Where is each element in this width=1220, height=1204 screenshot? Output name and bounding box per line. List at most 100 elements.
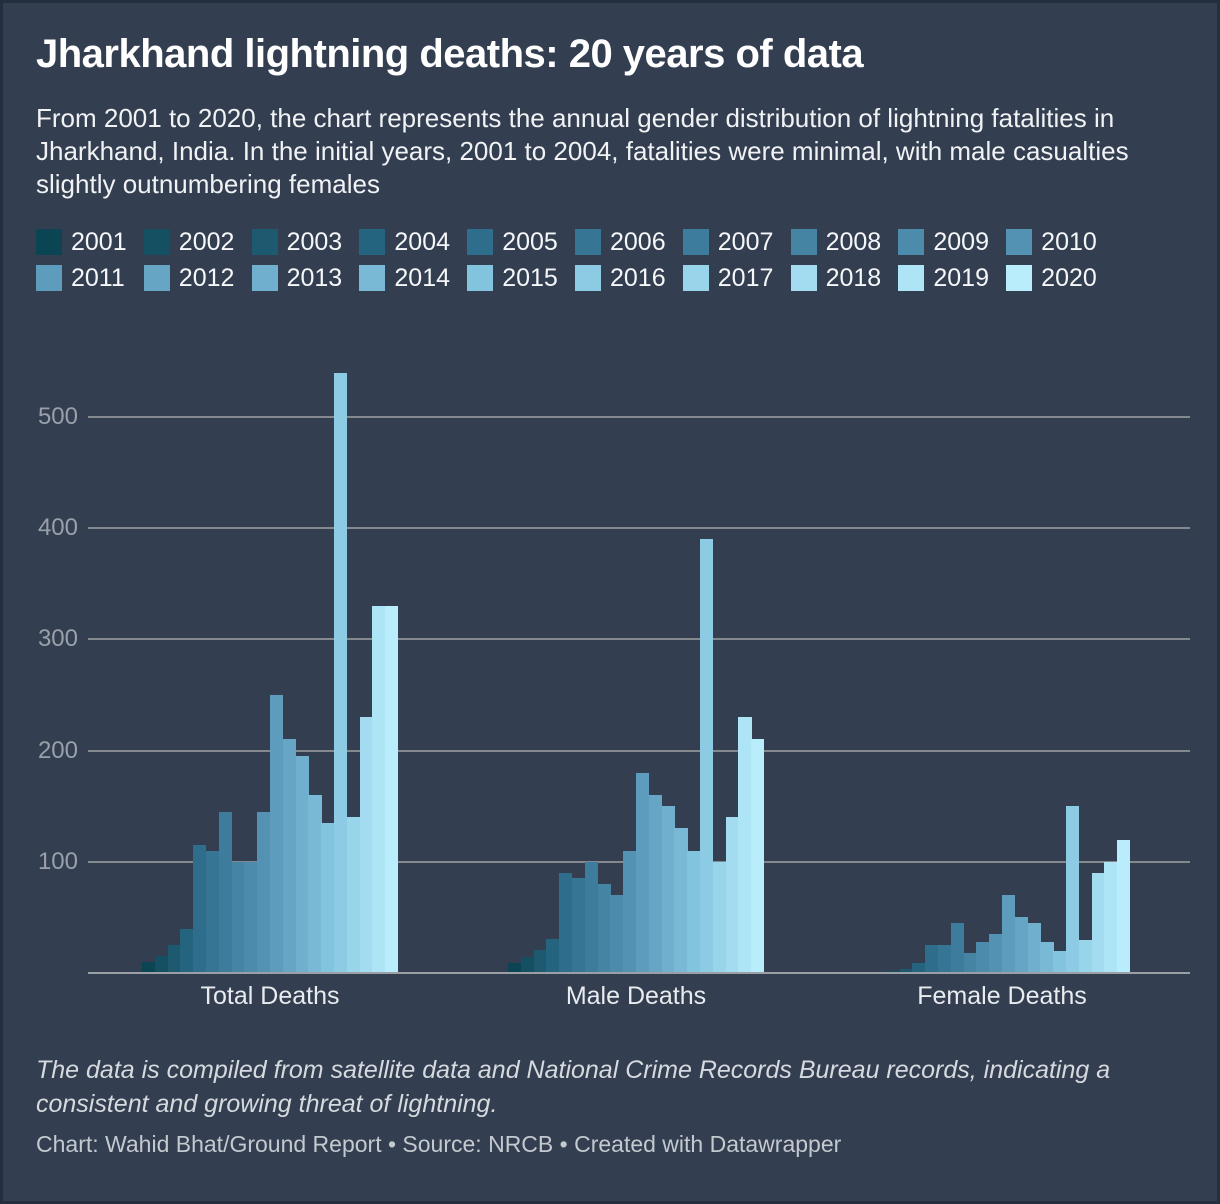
bar-male-deaths-2014[interactable] [674,828,688,973]
bar-total-deaths-2009[interactable] [244,861,258,973]
bar-male-deaths-2004[interactable] [546,938,560,973]
bar-female-deaths-2016[interactable] [1066,806,1080,973]
bar-male-deaths-2016[interactable] [700,539,714,973]
bar-total-deaths-2014[interactable] [308,795,322,973]
bar-male-deaths-2002[interactable] [520,957,534,973]
bar-total-deaths-2018[interactable] [359,717,373,973]
bar-female-deaths-2017[interactable] [1078,939,1092,973]
bar-total-deaths-2001[interactable] [142,961,156,973]
bar-female-deaths-2011[interactable] [1002,895,1016,973]
legend-item-2019: 2019 [898,264,1006,292]
bar-male-deaths-2017[interactable] [712,861,726,973]
bar-male-deaths-2003[interactable] [533,949,547,973]
bar-male-deaths-2009[interactable] [610,895,624,973]
legend-swatch-2005 [467,229,494,255]
bar-male-deaths-2008[interactable] [597,884,611,973]
chart-byline: Chart: Wahid Bhat/Ground Report • Source… [36,1131,842,1157]
legend-label-2008: 2008 [825,227,882,256]
legend-swatch-2010 [1006,229,1033,255]
legend-label-2014: 2014 [394,263,451,292]
bar-total-deaths-2008[interactable] [231,861,245,973]
legend-label-2015: 2015 [502,263,558,292]
bar-male-deaths-2006[interactable] [572,878,586,973]
bar-female-deaths-2014[interactable] [1040,941,1054,973]
legend-swatch-2009 [898,229,925,255]
bar-total-deaths-2003[interactable] [167,945,181,973]
bar-male-deaths-2011[interactable] [636,772,650,973]
bar-male-deaths-2010[interactable] [623,850,637,973]
bar-female-deaths-2013[interactable] [1027,922,1041,973]
legend-item-2018: 2018 [790,263,899,292]
legend-swatch-2008 [790,229,817,255]
bar-total-deaths-2007[interactable] [218,811,232,973]
legend-swatch-2003 [251,229,278,255]
bar-total-deaths-2020[interactable] [385,606,399,973]
bar-total-deaths-2011[interactable] [270,695,284,973]
bar-total-deaths-2010[interactable] [257,811,271,973]
bar-female-deaths-2012[interactable] [1014,917,1028,973]
bar-male-deaths-2013[interactable] [661,806,675,973]
bar-female-deaths-2020[interactable] [1117,839,1131,973]
legend-label-2013: 2013 [286,263,343,292]
bar-female-deaths-2005[interactable] [925,945,939,973]
y-tick-label-100: 100 [37,847,78,875]
legend-swatch-2014 [359,265,386,291]
gridline-400 [88,527,1190,530]
x-axis-label-female-deaths: Female Deaths [917,982,1087,1010]
bar-total-deaths-2015[interactable] [321,822,335,973]
legend-item-2012: 2012 [143,263,252,292]
y-tick-label-200: 200 [37,736,78,764]
bar-total-deaths-2013[interactable] [295,756,309,973]
bar-female-deaths-2015[interactable] [1053,950,1067,973]
bar-total-deaths-2016[interactable] [334,372,348,973]
bar-female-deaths-2006[interactable] [938,945,952,973]
legend-label-2004: 2004 [394,227,451,256]
legend-swatch-2016 [574,265,601,291]
bar-total-deaths-2002[interactable] [154,956,168,973]
bar-total-deaths-2004[interactable] [180,928,194,973]
bar-total-deaths-2017[interactable] [346,817,360,973]
legend-swatch-2017 [682,265,709,291]
bar-male-deaths-2012[interactable] [648,795,662,973]
gridline-500 [88,416,1190,418]
bar-male-deaths-2007[interactable] [584,861,598,973]
bar-male-deaths-2005[interactable] [559,872,573,973]
legend-label-2018: 2018 [825,263,882,292]
legend-swatch-2007 [682,229,709,255]
bar-male-deaths-2019[interactable] [738,717,752,973]
legend-swatch-2004 [359,229,386,255]
bar-male-deaths-2001[interactable] [508,962,522,973]
bar-female-deaths-2009[interactable] [976,941,990,973]
legend-label-2010: 2010 [1041,227,1097,256]
legend-item-2015: 2015 [467,263,575,292]
legend-label-2012: 2012 [178,263,235,292]
legend-item-2017: 2017 [682,264,791,292]
bar-female-deaths-2007[interactable] [950,922,964,973]
gridline-200 [88,749,1190,752]
bar-female-deaths-2019[interactable] [1104,861,1118,973]
legend-label-2001: 2001 [71,227,127,256]
bar-total-deaths-2012[interactable] [282,739,296,973]
bar-female-deaths-2004[interactable] [912,962,926,973]
bar-total-deaths-2005[interactable] [193,845,207,973]
bar-female-deaths-2010[interactable] [989,934,1003,973]
legend-label-2016: 2016 [609,263,666,292]
bar-female-deaths-2002[interactable] [886,970,900,973]
legend-swatch-2019 [898,265,925,291]
bar-female-deaths-2003[interactable] [899,968,913,973]
bar-female-deaths-2008[interactable] [963,952,977,973]
x-axis-line [88,972,1190,974]
legend-item-2008: 2008 [790,227,899,256]
bar-male-deaths-2018[interactable] [725,817,739,973]
legend-label-2003: 2003 [286,227,343,256]
bar-total-deaths-2019[interactable] [372,606,386,973]
bar-total-deaths-2006[interactable] [206,850,220,973]
bar-male-deaths-2020[interactable] [751,739,765,973]
legend: 2001 2002 2003 2004 2005 2006 2007 2008 2009 2010… [36,227,1114,292]
bar-male-deaths-2015[interactable] [687,850,701,973]
legend-label-2005: 2005 [502,227,558,256]
chart-title: Jharkhand lightning deaths: 20 years of … [36,32,864,76]
bar-female-deaths-2018[interactable] [1091,872,1105,973]
legend-item-2011: 2011 [36,264,144,292]
